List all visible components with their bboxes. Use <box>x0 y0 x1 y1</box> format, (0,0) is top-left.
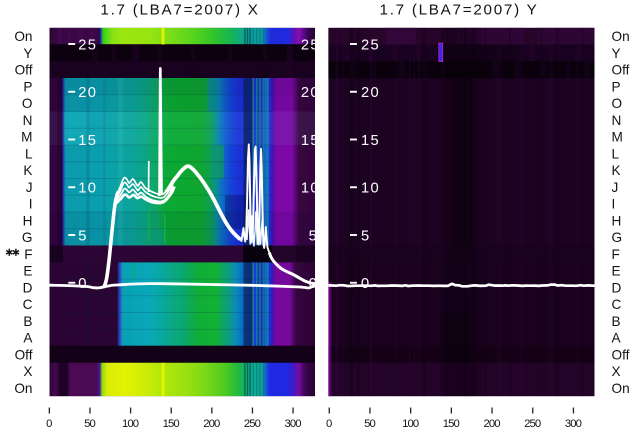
svg-text:P: P <box>612 79 621 94</box>
svg-text:10: 10 <box>78 181 97 197</box>
svg-text:150: 150 <box>163 418 180 430</box>
svg-text:On: On <box>14 29 32 44</box>
svg-text:On: On <box>612 381 630 396</box>
svg-text:0: 0 <box>309 276 317 292</box>
svg-text:K: K <box>612 163 621 178</box>
svg-text:N: N <box>23 113 33 128</box>
svg-text:Off: Off <box>15 63 33 78</box>
svg-text:Y: Y <box>23 46 32 61</box>
svg-text:Off: Off <box>612 63 630 78</box>
svg-text:15: 15 <box>361 133 380 149</box>
svg-text:B: B <box>612 314 621 329</box>
svg-text:0: 0 <box>78 276 86 292</box>
svg-text:5: 5 <box>78 228 86 244</box>
svg-text:0: 0 <box>326 418 332 430</box>
svg-text:300: 300 <box>284 418 301 430</box>
svg-text:250: 250 <box>244 418 261 430</box>
svg-text:N: N <box>612 113 622 128</box>
svg-text:50: 50 <box>364 418 375 430</box>
svg-text:D: D <box>612 280 622 295</box>
svg-text:On: On <box>612 29 630 44</box>
svg-text:L: L <box>25 146 33 161</box>
svg-text:15: 15 <box>301 133 320 149</box>
svg-text:300: 300 <box>565 418 582 430</box>
svg-text:G: G <box>612 230 623 245</box>
svg-text:10: 10 <box>361 181 380 197</box>
svg-text:10: 10 <box>301 181 320 197</box>
svg-text:Off: Off <box>612 347 630 362</box>
svg-text:200: 200 <box>483 418 500 430</box>
svg-text:P: P <box>23 79 32 94</box>
svg-text:J: J <box>26 180 33 195</box>
svg-text:150: 150 <box>443 418 460 430</box>
svg-text:200: 200 <box>203 418 220 430</box>
svg-text:25: 25 <box>301 37 320 53</box>
svg-text:D: D <box>23 280 33 295</box>
svg-text:15: 15 <box>78 133 97 149</box>
svg-text:E: E <box>612 264 621 279</box>
svg-text:O: O <box>612 96 623 111</box>
svg-text:20: 20 <box>301 85 320 101</box>
svg-text:B: B <box>23 314 32 329</box>
svg-text:M: M <box>612 130 623 145</box>
svg-text:25: 25 <box>78 37 97 53</box>
svg-text:On: On <box>14 381 32 396</box>
svg-text:C: C <box>612 297 622 312</box>
svg-text:X: X <box>23 364 32 379</box>
svg-text:A: A <box>612 331 622 346</box>
svg-text:C: C <box>23 297 33 312</box>
svg-text:0: 0 <box>46 418 52 430</box>
svg-text:5: 5 <box>309 228 317 244</box>
svg-text:H: H <box>612 213 622 228</box>
svg-text:5: 5 <box>361 228 369 244</box>
svg-text:J: J <box>612 180 619 195</box>
svg-text:K: K <box>23 163 32 178</box>
svg-text:0: 0 <box>361 276 369 292</box>
svg-text:50: 50 <box>84 418 95 430</box>
svg-text:100: 100 <box>122 418 139 430</box>
svg-text:I: I <box>29 197 33 212</box>
svg-text:F: F <box>24 247 32 262</box>
svg-text:25: 25 <box>361 37 380 53</box>
svg-text:1.7 (LBA7=2007) X: 1.7 (LBA7=2007) X <box>100 1 259 18</box>
svg-text:Y: Y <box>612 46 621 61</box>
svg-text:100: 100 <box>402 418 419 430</box>
svg-text:1.7 (LBA7=2007) Y: 1.7 (LBA7=2007) Y <box>380 1 539 18</box>
svg-text:I: I <box>612 197 616 212</box>
svg-text:O: O <box>22 96 33 111</box>
svg-text:F: F <box>612 247 620 262</box>
svg-text:250: 250 <box>524 418 541 430</box>
svg-text:A: A <box>23 331 33 346</box>
svg-text:L: L <box>612 146 620 161</box>
svg-text:E: E <box>23 264 32 279</box>
svg-text:X: X <box>612 364 621 379</box>
svg-text:Off: Off <box>15 347 33 362</box>
svg-text:20: 20 <box>361 85 380 101</box>
svg-text:20: 20 <box>78 85 97 101</box>
svg-text:G: G <box>22 230 33 245</box>
svg-text:H: H <box>23 213 33 228</box>
svg-text:M: M <box>21 130 32 145</box>
